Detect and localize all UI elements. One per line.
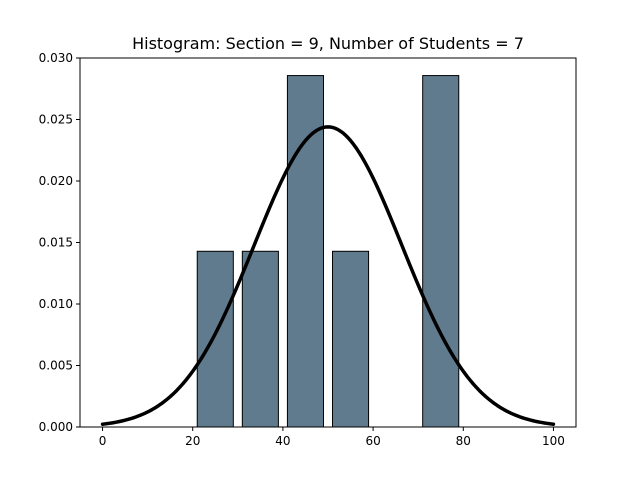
- y-tick-label: 0.020: [39, 174, 73, 188]
- y-tick-label: 0.030: [39, 51, 73, 65]
- x-tick-label: 60: [365, 434, 380, 448]
- axes-frame: [79, 57, 577, 428]
- x-axis: 0 20 40 60 80 100: [99, 427, 565, 448]
- y-tick-label: 0.010: [39, 297, 73, 311]
- y-tick-label: 0.000: [39, 420, 73, 434]
- histogram-bar-2: [196, 250, 234, 428]
- x-tick-label: 40: [275, 434, 290, 448]
- normal-curve: [100, 125, 556, 426]
- histogram-bar-3: [241, 250, 279, 428]
- histogram-bar-4: [286, 75, 324, 428]
- y-axis: 0.000 0.005 0.010 0.015 0.020 0.025 0.030: [39, 51, 80, 434]
- x-tick-label: 20: [185, 434, 200, 448]
- y-tick-label: 0.005: [39, 359, 73, 373]
- x-tick-label: 0: [99, 434, 107, 448]
- x-tick-label: 80: [456, 434, 471, 448]
- x-tick-label: 100: [542, 434, 565, 448]
- chart-title: Histogram: Section = 9, Number of Studen…: [132, 34, 524, 53]
- histogram-bar-5: [332, 250, 370, 428]
- y-tick-label: 0.025: [39, 113, 73, 127]
- histogram-bar-7: [422, 75, 460, 428]
- y-tick-label: 0.015: [39, 236, 73, 250]
- bars-group: [196, 75, 460, 428]
